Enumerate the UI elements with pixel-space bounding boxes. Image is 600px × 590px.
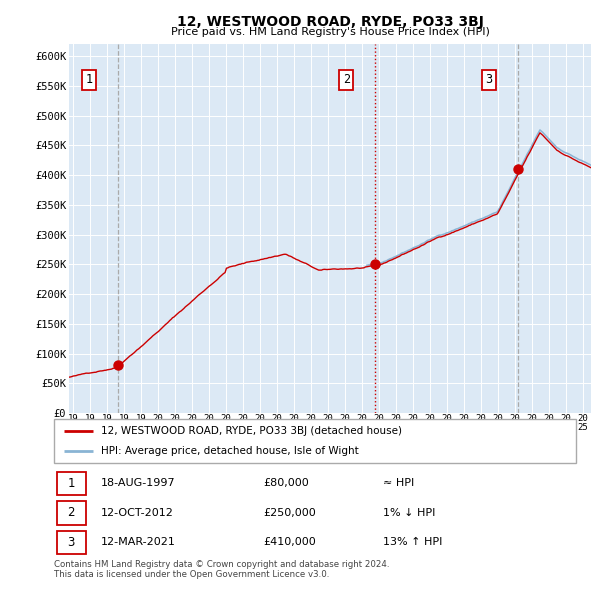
Text: Price paid vs. HM Land Registry's House Price Index (HPI): Price paid vs. HM Land Registry's House … — [170, 27, 490, 37]
FancyBboxPatch shape — [56, 531, 86, 554]
Text: £80,000: £80,000 — [263, 478, 308, 488]
FancyBboxPatch shape — [56, 472, 86, 495]
Text: 12-MAR-2021: 12-MAR-2021 — [101, 537, 176, 547]
Text: 1% ↓ HPI: 1% ↓ HPI — [383, 508, 435, 517]
Text: 3: 3 — [68, 536, 75, 549]
Text: ≈ HPI: ≈ HPI — [383, 478, 414, 488]
Text: 18-AUG-1997: 18-AUG-1997 — [101, 478, 176, 488]
Text: 2: 2 — [67, 506, 75, 519]
Text: £250,000: £250,000 — [263, 508, 316, 517]
Text: 12, WESTWOOD ROAD, RYDE, PO33 3BJ (detached house): 12, WESTWOOD ROAD, RYDE, PO33 3BJ (detac… — [101, 426, 402, 436]
FancyBboxPatch shape — [54, 419, 576, 463]
Text: 12-OCT-2012: 12-OCT-2012 — [101, 508, 174, 517]
Text: 1: 1 — [86, 73, 92, 87]
Text: 2: 2 — [343, 73, 350, 87]
Text: £410,000: £410,000 — [263, 537, 316, 547]
Text: 3: 3 — [485, 73, 493, 87]
Text: Contains HM Land Registry data © Crown copyright and database right 2024.
This d: Contains HM Land Registry data © Crown c… — [54, 560, 389, 579]
Text: HPI: Average price, detached house, Isle of Wight: HPI: Average price, detached house, Isle… — [101, 446, 359, 456]
FancyBboxPatch shape — [56, 502, 86, 525]
Text: 1: 1 — [67, 477, 75, 490]
Text: 13% ↑ HPI: 13% ↑ HPI — [383, 537, 442, 547]
Text: 12, WESTWOOD ROAD, RYDE, PO33 3BJ: 12, WESTWOOD ROAD, RYDE, PO33 3BJ — [176, 15, 484, 29]
